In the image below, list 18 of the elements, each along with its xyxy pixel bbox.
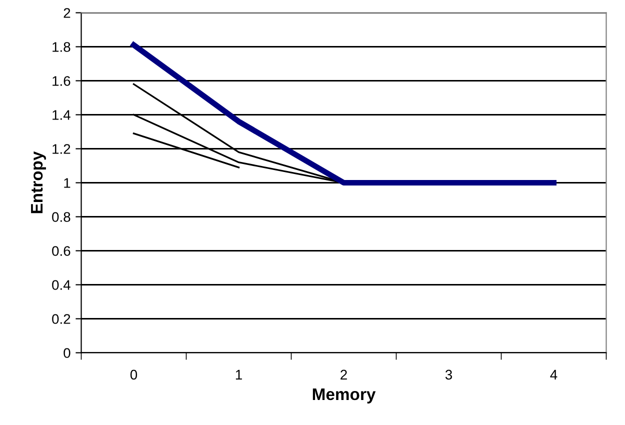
y-tick-label: 1: [64, 178, 70, 188]
y-tick-label: 1.2: [52, 144, 70, 154]
y-tick-label: 1.6: [52, 76, 70, 86]
y-tick-label: 0.8: [52, 212, 70, 222]
y-tick-label: 0.2: [52, 314, 70, 324]
x-tick-label: 4: [550, 370, 558, 380]
y-axis-title: Entropy: [31, 151, 46, 214]
x-tick-label: 1: [236, 370, 242, 380]
x-tick-label: 0: [130, 370, 138, 380]
y-tick-label: 0: [64, 348, 70, 358]
y-tick-label: 1.8: [52, 42, 70, 52]
x-tick-label: 3: [445, 370, 452, 380]
y-tick-label: 0.6: [52, 246, 70, 256]
x-axis-title: Memory: [312, 388, 376, 404]
y-tick-label: 2: [64, 8, 70, 18]
y-tick-label: 0.4: [52, 280, 70, 290]
x-tick-label: 2: [340, 370, 347, 380]
y-tick-label: 1.4: [52, 110, 70, 120]
